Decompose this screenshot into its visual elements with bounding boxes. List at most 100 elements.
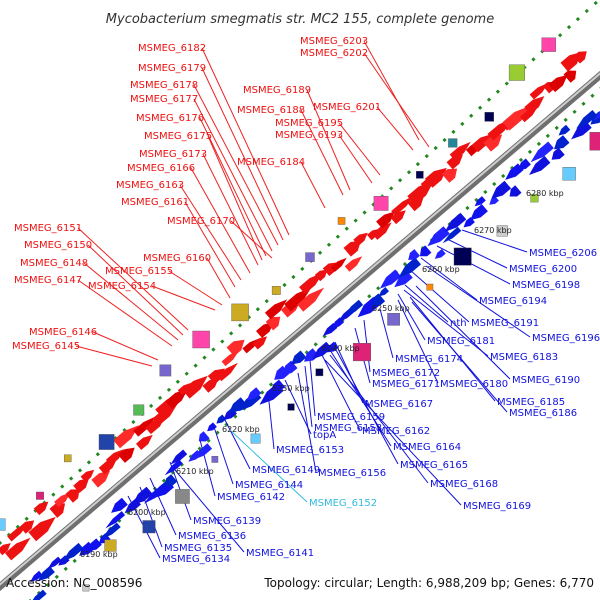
gene-label-plus: MSMEG_6170 <box>167 216 235 227</box>
feature-box <box>231 303 249 322</box>
gene-label-plus: MSMEG_6150 <box>24 240 92 251</box>
plus-strand-gene <box>113 425 139 449</box>
feature-box <box>496 225 508 237</box>
feature-box <box>250 433 261 444</box>
gene-label-leaders <box>75 40 531 559</box>
leader-line-plus <box>338 134 373 184</box>
gene-label-plus: MSMEG_6151 <box>14 223 82 234</box>
leader-line-minus <box>415 285 511 380</box>
plus-strand-gene <box>91 470 111 488</box>
gene-label-plus: MSMEG_6177 <box>130 94 198 105</box>
plus-strand-gene <box>105 449 125 466</box>
leader-line-minus <box>397 299 439 384</box>
plus-strand-gene <box>353 232 368 246</box>
gene-label-minus: MSMEG_6164 <box>393 442 461 453</box>
plus-strand-gene <box>226 339 245 357</box>
leader-line-minus <box>213 426 234 485</box>
gene-label-plus: MSMEG_6176 <box>136 113 204 124</box>
leader-line-plus <box>201 47 290 236</box>
plus-strand-gene <box>524 96 545 115</box>
leader-line-plus <box>338 122 381 176</box>
feature-box <box>211 456 219 463</box>
gene-label-plus: MSMEG_6184 <box>237 157 305 168</box>
feature-box <box>82 584 90 592</box>
minus-strand-gene <box>491 180 512 199</box>
feature-box <box>133 404 145 416</box>
leader-line-plus <box>363 40 420 141</box>
minus-strand-gene <box>398 257 421 278</box>
plus-strand-gene <box>19 520 35 534</box>
plus-strand-gene <box>136 434 153 450</box>
leader-line-plus <box>230 220 273 259</box>
leader-line-plus <box>207 135 263 261</box>
leader-line-plus <box>306 89 351 191</box>
feature-box <box>541 37 556 52</box>
gene-label-minus: MSMEG_6200 <box>509 264 577 275</box>
minus-strand-gene <box>509 185 522 197</box>
plus-strand-gene <box>28 516 56 542</box>
minus-strand-gene <box>394 270 413 288</box>
minus-strand-gene <box>434 249 446 259</box>
leader-line-minus <box>304 365 313 428</box>
minus-strand-gene <box>444 212 467 232</box>
leader-line-plus <box>202 153 259 266</box>
plus-strand-gene <box>265 316 281 331</box>
plus-strand-gene <box>49 503 66 518</box>
gene-label-minus: MSMEG_6134 <box>162 554 230 565</box>
minus-strand-gene <box>576 110 598 129</box>
minus-strand-gene <box>246 387 262 401</box>
gene-label-minus: MSMEG_6168 <box>430 479 498 490</box>
feature-box <box>142 520 156 534</box>
gene-label-minus: MSMEG_6159 <box>317 412 385 423</box>
leader-line-minus <box>149 477 177 536</box>
kbp-tick-label: 6210 kbp <box>176 467 214 476</box>
feature-box <box>373 195 389 211</box>
map-title: Mycobacterium smegmatis str. MC2 155, co… <box>106 12 494 27</box>
gene-label-minus: MSMEG_6167 <box>365 399 433 410</box>
gene-label-minus: MSMEG_6180 <box>440 379 508 390</box>
minus-strand-gene <box>105 511 126 529</box>
gene-label-minus: MSMEG_6169 <box>463 501 531 512</box>
kbp-ticks: 6190 kbp 6200 kbp 6210 kbp 6220 kbp 6230 kbp… <box>80 189 564 559</box>
minus-strand-gene <box>193 443 213 460</box>
leader-line-minus <box>324 359 462 506</box>
gene-label-minus: MSMEG_6181 <box>427 336 495 347</box>
gene-label-plus: MSMEG_6178 <box>130 80 198 91</box>
gene-label-plus: MSMEG_6161 <box>121 197 189 208</box>
gene-label-plus: MSMEG_6163 <box>116 180 184 191</box>
gene-label-plus: MSMEG_6173 <box>139 149 207 160</box>
minus-strand-gene <box>270 379 286 394</box>
leader-line-plus <box>199 117 267 257</box>
gene-label-minus: MSMEG_6141 <box>246 548 314 559</box>
plus-strand-gene <box>390 210 406 225</box>
gene-label-minus: MSMEG_6206 <box>529 248 597 259</box>
plus-strand-gene <box>152 403 178 426</box>
feature-box <box>589 132 600 151</box>
leader-line-plus <box>184 201 236 288</box>
minus-strand-gene <box>327 341 339 353</box>
feature-box <box>426 283 434 291</box>
feature-box <box>530 194 539 203</box>
minus-strand-gene <box>164 474 178 487</box>
leader-line-plus <box>193 98 273 252</box>
leader-line-minus <box>446 238 508 269</box>
leader-line-minus <box>284 379 312 435</box>
feature-box <box>305 252 315 262</box>
feature-box <box>484 112 495 122</box>
feature-box <box>0 518 6 531</box>
plus-strand-gene <box>314 269 328 282</box>
gene-label-plus: MSMEG_6193 <box>275 130 343 141</box>
leader-line-minus <box>379 308 394 359</box>
plus-strand-gene <box>252 336 268 350</box>
minus-strand-gene <box>505 163 524 180</box>
feature-box <box>192 330 210 349</box>
plus-strand-gene <box>5 537 31 561</box>
kbp-tick-label: 6190 kbp <box>80 550 118 559</box>
minus-strand-gene <box>372 293 386 306</box>
plus-strand-gene <box>502 105 530 131</box>
minus-strand-gene <box>216 414 227 424</box>
scale-track-inner <box>28 86 600 600</box>
minus-strand-gene <box>62 542 84 562</box>
leader-line-minus <box>321 354 361 431</box>
